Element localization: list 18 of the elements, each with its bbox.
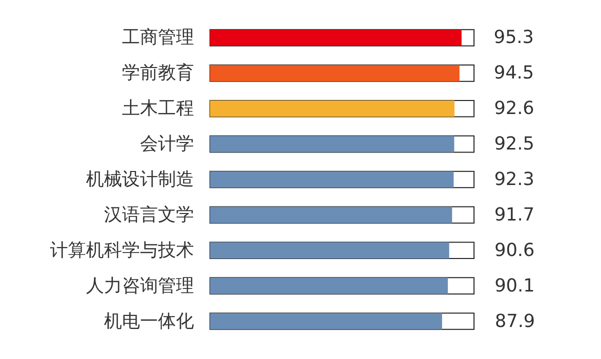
data-label: 95.3 [494,27,534,48]
y-tick-label: 会计学 [140,134,194,155]
y-tick-label: 计算机科学与技术 [50,240,194,261]
y-tick-label: 汉语言文学 [104,204,194,226]
data-label: 90.6 [494,240,535,261]
data-label: 92.6 [494,98,534,120]
data-label: 94.5 [494,62,534,84]
data-label: 92.3 [494,169,534,190]
data-label: 91.7 [494,204,534,226]
y-tick-label: 土木工程 [122,98,194,120]
y-tick-label: 学前教育 [122,62,194,84]
data-label: 87.9 [494,310,536,332]
data-label: 92.5 [494,134,534,155]
y-tick-label: 工商管理 [122,27,194,48]
y-tick-label: 人力咨询管理 [86,275,194,296]
y-tick-label: 机电一体化 [104,310,194,332]
data-label: 90.1 [494,275,535,296]
y-tick-label: 机械设计制造 [86,169,194,190]
